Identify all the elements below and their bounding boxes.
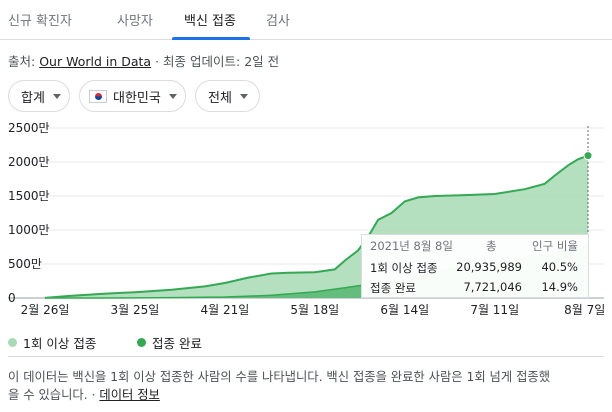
- tooltip-ratio-header: 인구 비율: [532, 239, 578, 253]
- data-info-link[interactable]: 데이터 정보: [99, 388, 160, 402]
- y-tick-label: 2500만: [8, 121, 50, 135]
- legend-label: 1회 이상 접종: [23, 336, 97, 351]
- metric-dropdown[interactable]: 합계: [8, 80, 70, 112]
- chevron-down-icon: [52, 93, 61, 99]
- source-prefix: 출처:: [8, 54, 36, 69]
- x-tick-label: 4월 21일: [200, 303, 249, 317]
- x-tick-label: 3월 25일: [111, 303, 160, 317]
- active-tab-indicator: [172, 37, 250, 40]
- tooltip-row-total: 7,721,046: [463, 280, 522, 294]
- chevron-down-icon: [239, 93, 248, 99]
- source-link[interactable]: Our World in Data: [39, 54, 152, 69]
- tooltip-row-total: 20,935,989: [456, 260, 522, 274]
- chevron-down-icon: [168, 93, 177, 99]
- divider: [8, 356, 604, 357]
- note-text-line1: 이 데이터는 백신을 1회 이상 접종한 사람의 수를 나타냅니다. 백신 접종…: [8, 370, 551, 384]
- note-text-line2: 을 수 있습니다.: [8, 388, 88, 402]
- x-tick-label: 8월 7일: [564, 303, 605, 317]
- tooltip-date: 2021년 8월 8일: [370, 239, 453, 253]
- tooltip-total-header: 총: [486, 239, 497, 253]
- country-dropdown[interactable]: 대한민국: [79, 80, 186, 112]
- x-tick-label: 7월 11일: [470, 303, 519, 317]
- y-tick-label: 0: [8, 291, 16, 305]
- legend-item-first-dose[interactable]: 1회 이상 접종: [8, 333, 96, 352]
- x-tick-label: 5월 18일: [290, 303, 339, 317]
- tab-new-cases[interactable]: 신규 확진자: [8, 14, 72, 29]
- scope-dropdown-label: 전체: [208, 90, 232, 106]
- tab-tests[interactable]: 검사: [266, 14, 290, 29]
- source-separator: ·: [155, 54, 160, 69]
- scope-dropdown[interactable]: 전체: [195, 80, 260, 112]
- legend-label: 접종 완료: [152, 336, 202, 351]
- y-tick-label: 500만: [8, 257, 42, 271]
- x-tick-label: 2월 26일: [21, 303, 70, 317]
- country-dropdown-label: 대한민국: [113, 90, 161, 106]
- note-separator: ·: [91, 388, 96, 402]
- metric-dropdown-label: 합계: [21, 90, 45, 106]
- x-tick-label: 6월 14일: [380, 303, 429, 317]
- last-updated: 최종 업데이트: 2일 전: [163, 54, 280, 69]
- tab-bar: 신규 확진자 사망자 백신 접종 검사: [0, 0, 612, 40]
- source-line: 출처: Our World in Data · 최종 업데이트: 2일 전: [8, 51, 279, 70]
- legend-item-fully-vaccinated[interactable]: 접종 완료: [137, 333, 202, 352]
- south-korea-flag-icon: [89, 89, 107, 103]
- tooltip-row-label: 접종 완료: [370, 281, 416, 295]
- y-tick-label: 1500만: [8, 189, 50, 203]
- y-tick-label: 2000만: [8, 155, 50, 169]
- legend-swatch: [137, 338, 146, 347]
- hover-point: [583, 151, 593, 161]
- data-note: 이 데이터는 백신을 1회 이상 접종한 사람의 수를 나타냅니다. 백신 접종…: [8, 368, 608, 404]
- tab-vaccination[interactable]: 백신 접종: [184, 14, 236, 29]
- legend-swatch: [8, 338, 17, 347]
- tab-deaths[interactable]: 사망자: [117, 14, 153, 29]
- tooltip-row-ratio: 14.9%: [541, 280, 578, 294]
- chart-tooltip: 2021년 8월 8일 총 인구 비율 1회 이상 접종 20,935,989 …: [361, 234, 589, 298]
- tooltip-row-label: 1회 이상 접종: [370, 261, 438, 275]
- y-tick-label: 1000만: [8, 223, 50, 237]
- tooltip-row-ratio: 40.5%: [541, 260, 578, 274]
